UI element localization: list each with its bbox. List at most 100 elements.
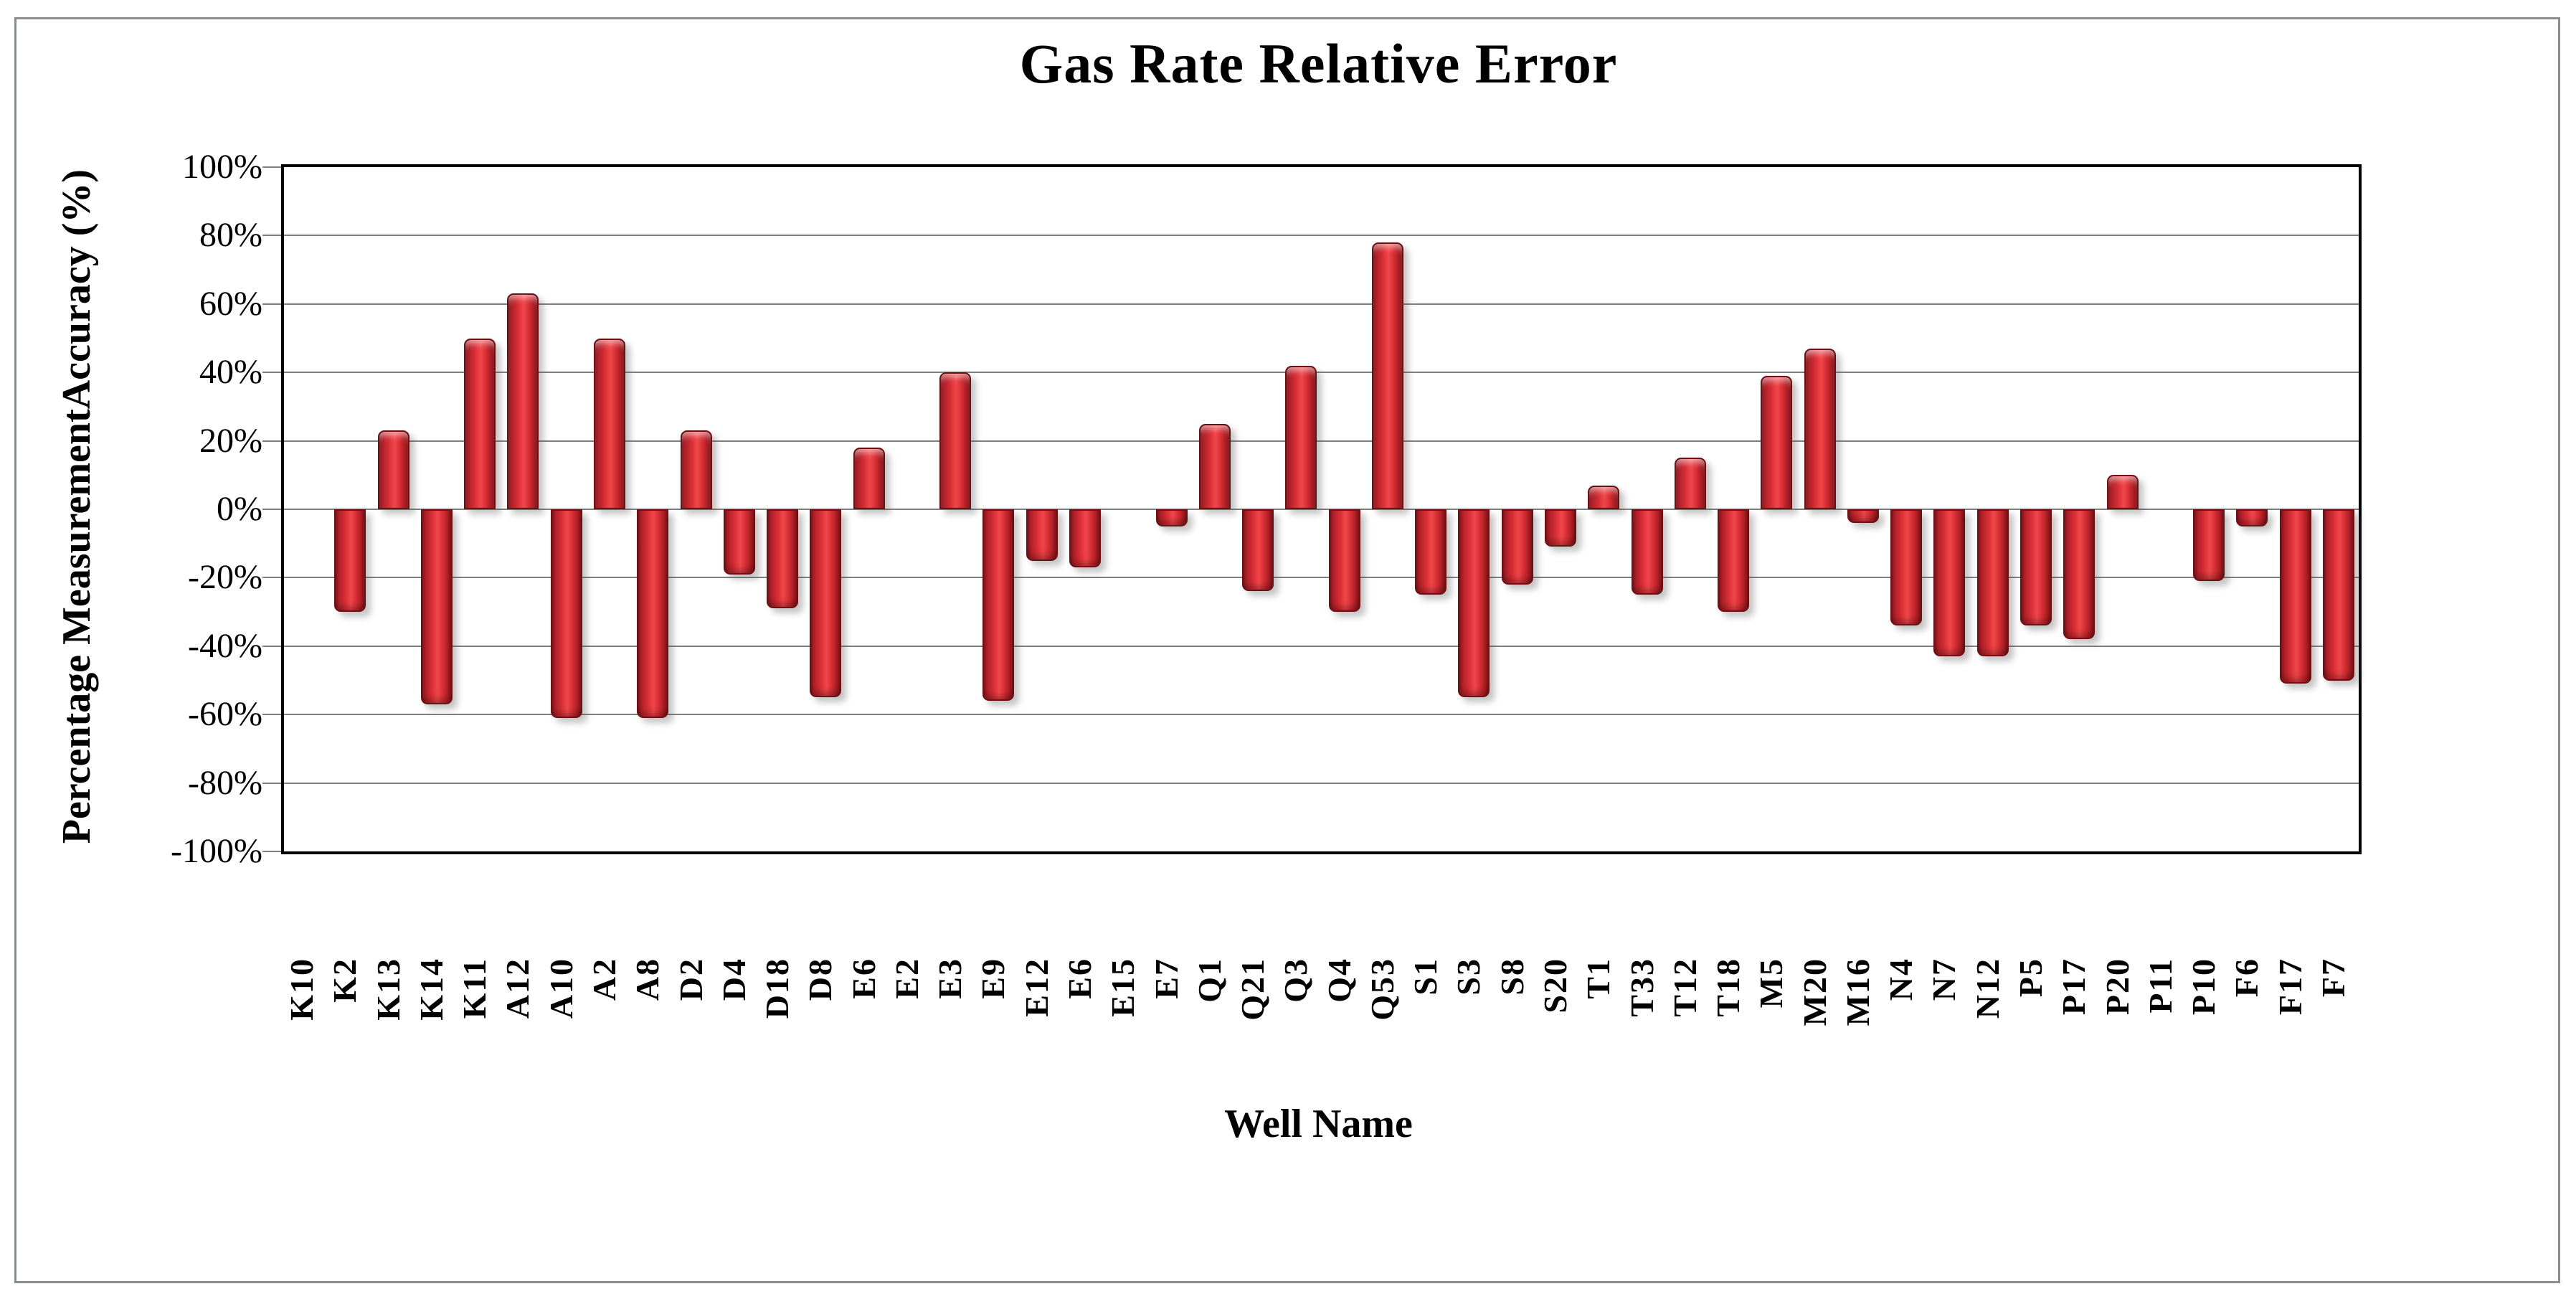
gridline-40%: [284, 372, 2359, 374]
bar-N12: [1976, 509, 2009, 657]
x-label-Q4-24: Q4: [1320, 958, 1358, 1003]
x-label-M5-34: M5: [1753, 958, 1790, 1009]
gridline-60%: [284, 303, 2359, 305]
x-label-E15-19: E15: [1104, 958, 1142, 1017]
bar-E12: [1026, 509, 1058, 561]
x-label-D2-9: D2: [672, 958, 709, 1001]
x-label-E6-13: E6: [845, 958, 882, 999]
bar-D2: [680, 430, 712, 509]
x-label-E2-14: E2: [888, 958, 925, 999]
bar-F17: [2279, 509, 2311, 684]
bar-P5: [2019, 509, 2052, 626]
x-label-P20-42: P20: [2098, 958, 2136, 1016]
bar-S3: [1458, 509, 1490, 698]
x-label-K14-3: K14: [412, 958, 450, 1021]
x-label-N7-38: N7: [1926, 958, 1963, 1001]
bar-Q21: [1242, 509, 1274, 592]
y-tickmark--40%: [262, 645, 281, 647]
bar-E3: [939, 372, 972, 509]
y-tickmark-20%: [262, 440, 281, 442]
x-label-E3-15: E3: [932, 958, 969, 999]
bar-T33: [1631, 509, 1663, 595]
y-tickmark--60%: [262, 714, 281, 716]
y-tick-label--100%: -100%: [171, 832, 262, 870]
x-label-D4-10: D4: [715, 958, 752, 1001]
y-tick-label-60%: 60%: [199, 284, 262, 323]
y-tickmark-80%: [262, 235, 281, 237]
bar-M5: [1761, 375, 1793, 509]
y-tick-label--80%: -80%: [188, 763, 262, 802]
bar-E7: [1155, 509, 1188, 526]
x-label-N4-37: N4: [1883, 958, 1920, 1001]
x-label-E12-17: E12: [1018, 958, 1055, 1017]
x-label-P11-43: P11: [2141, 958, 2179, 1014]
y-tickmark-60%: [262, 303, 281, 305]
y-tick-label-0%: 0%: [217, 490, 262, 528]
x-label-S1-26: S1: [1407, 958, 1444, 996]
bar-Q53: [1371, 242, 1403, 509]
bar-P20: [2106, 475, 2139, 509]
bar-M20: [1804, 348, 1836, 509]
bar-Q3: [1285, 365, 1317, 509]
bar-K11: [464, 338, 496, 509]
bar-A2: [594, 338, 626, 509]
bar-E9: [982, 509, 1015, 702]
x-label-D8-12: D8: [802, 958, 839, 1001]
bar-T12: [1674, 458, 1706, 509]
bar-N7: [1933, 509, 1966, 657]
bar-Q4: [1328, 509, 1360, 613]
y-tick-label-100%: 100%: [182, 148, 262, 186]
x-label-S8-28: S8: [1493, 958, 1530, 996]
bar-T1: [1588, 485, 1620, 509]
bar-F7: [2322, 509, 2354, 681]
bar-D8: [810, 509, 842, 698]
x-label-Q21-22: Q21: [1234, 958, 1272, 1021]
x-label-A12-5: A12: [499, 958, 536, 1019]
x-label-K13-2: K13: [369, 958, 407, 1021]
bar-K14: [420, 509, 453, 704]
x-label-A10-6: A10: [542, 958, 579, 1019]
x-label-M20-35: M20: [1796, 958, 1833, 1026]
x-label-F6-45: F6: [2228, 958, 2265, 998]
bar-S1: [1415, 509, 1447, 595]
bar-Q1: [1198, 423, 1231, 509]
y-tickmark--20%: [262, 577, 281, 579]
x-label-F17-46: F17: [2271, 958, 2309, 1016]
x-label-T33-31: T33: [1623, 958, 1660, 1017]
x-label-S3-27: S3: [1450, 958, 1487, 996]
bar-A8: [637, 509, 669, 718]
x-label-N12-39: N12: [1969, 958, 2006, 1019]
x-label-Q3-23: Q3: [1277, 958, 1315, 1003]
x-label-E9-16: E9: [975, 958, 1012, 999]
gridline-20%: [284, 440, 2359, 442]
y-tickmark-100%: [262, 166, 281, 168]
x-label-P17-41: P17: [2055, 958, 2093, 1016]
x-label-F7-47: F7: [2314, 958, 2352, 998]
x-label-P5-40: P5: [2012, 958, 2049, 998]
bar-A12: [507, 293, 539, 509]
x-label-A8-8: A8: [629, 958, 666, 1001]
x-label-K10-0: K10: [283, 958, 321, 1021]
x-axis-category-labels: K10 K2 K13 K14 K11 A12 A10 A2 A8 D2 D4 D18 D8 E6 E2 E3 E…: [281, 958, 2356, 1123]
gridline--60%: [284, 714, 2359, 716]
bar-N4: [1890, 509, 1923, 626]
y-tickmark-0%: [262, 509, 281, 510]
bar-M16: [1847, 509, 1879, 524]
y-tick-label-80%: 80%: [199, 216, 262, 255]
plot-area: [281, 164, 2362, 854]
bar-S8: [1501, 509, 1533, 585]
gridline-80%: [284, 235, 2359, 237]
bar-S20: [1544, 509, 1576, 547]
x-label-K11-4: K11: [456, 958, 493, 1019]
bar-T18: [1718, 509, 1750, 613]
x-label-T18-33: T18: [1710, 958, 1747, 1017]
y-tick-label--40%: -40%: [188, 626, 262, 665]
x-axis-title: Well Name: [1224, 1102, 1413, 1146]
bar-A10: [550, 509, 582, 718]
bar-E6: [1069, 509, 1101, 568]
bar-K13: [377, 430, 409, 509]
y-tick-label-40%: 40%: [199, 353, 262, 392]
x-label-E7-20: E7: [1147, 958, 1185, 999]
x-label-Q53-25: Q53: [1363, 958, 1401, 1021]
x-label-S20-29: S20: [1536, 958, 1573, 1014]
